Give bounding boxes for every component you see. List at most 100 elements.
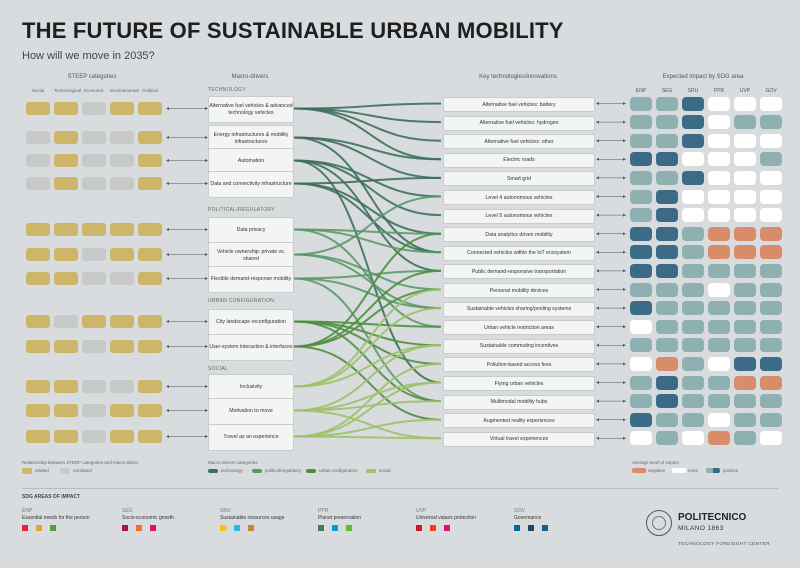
- sdg-area-name: Governance: [514, 515, 542, 521]
- steep-cell: [54, 380, 78, 393]
- legend-driver-swatch: [208, 469, 218, 473]
- driver-tech-link: [293, 288, 442, 388]
- steep-cell: [110, 223, 134, 236]
- impact-cell: [734, 170, 756, 185]
- impact-header: Expected impact by SDG area: [662, 74, 744, 80]
- impact-cell: [656, 412, 678, 427]
- driver-tech-link: [293, 320, 442, 403]
- driver-tech-link: [293, 435, 442, 440]
- impact-cell: [682, 301, 704, 316]
- impact-cell: [682, 263, 704, 278]
- sdg-goal-icon: [248, 525, 254, 531]
- impact-cell: [760, 133, 782, 148]
- impact-cell: [708, 96, 730, 111]
- driver-tech-link: [293, 182, 442, 254]
- impact-cell: [682, 338, 704, 353]
- impact-cell: [708, 431, 730, 446]
- sdg-col-enp: ENP: [635, 88, 647, 94]
- technology-box: Smart grid: [443, 171, 595, 187]
- driver-box: Inclusivity: [208, 374, 294, 401]
- steep-cell: [110, 177, 134, 190]
- steep-cell: [26, 380, 50, 393]
- impact-cell: [630, 412, 652, 427]
- impact-cell: [682, 208, 704, 223]
- sdg-area-code: UVP: [416, 508, 427, 514]
- sdg-goal-icon: [50, 525, 56, 531]
- steep-cell: [82, 380, 106, 393]
- impact-cell: [760, 338, 782, 353]
- impact-cell: [708, 170, 730, 185]
- impact-cell: [630, 282, 652, 297]
- arrowhead-icon: [596, 157, 626, 161]
- impact-cell: [734, 226, 756, 241]
- impact-cell: [682, 189, 704, 204]
- driver-tech-link: [293, 136, 442, 254]
- steep-cell: [138, 102, 162, 115]
- impact-cell: [682, 375, 704, 390]
- steep-cell: [26, 223, 50, 236]
- impact-cell: [656, 96, 678, 111]
- arrowhead-icon: [596, 381, 626, 384]
- politecnico-logo-icon: [646, 510, 672, 536]
- legend-negative-label: negative: [648, 468, 666, 473]
- sdg-goal-icon: [22, 525, 28, 531]
- steep-cell: [138, 248, 162, 261]
- impact-cell: [760, 226, 782, 241]
- sdg-goal-icon: [234, 525, 240, 531]
- arrowhead-icon: [596, 139, 626, 143]
- sdg-area-code: SEG: [122, 508, 133, 514]
- impact-cell: [760, 282, 782, 297]
- driver-tech-link: [293, 253, 442, 291]
- impact-cell: [682, 282, 704, 297]
- impact-cell: [630, 208, 652, 223]
- driver-tech-link: [293, 409, 442, 440]
- driver-tech-link: [293, 107, 442, 161]
- steep-cell: [110, 272, 134, 285]
- steep-cell: [138, 131, 162, 144]
- steep-cell: [82, 177, 106, 190]
- technology-box: Connected vehicles within the IoT ecosys…: [443, 245, 595, 261]
- sdg-goal-icon: [542, 525, 548, 531]
- legend-related-label: related: [35, 468, 49, 473]
- sdg-area-name: Universal values protection: [416, 515, 477, 521]
- sdg-col-ppr: PPR: [713, 88, 725, 94]
- impact-cell: [682, 412, 704, 427]
- legend-driver-swatch: [306, 469, 316, 473]
- steep-col-economic: Economic: [84, 88, 104, 93]
- technology-box: Public demand-responsive transportation: [443, 264, 595, 280]
- impact-cell: [760, 356, 782, 371]
- sdg-goal-icon: [444, 525, 450, 531]
- legend-drivers-title: Macro-drivers categories: [208, 460, 258, 465]
- driver-tech-link: [293, 228, 442, 328]
- arrowhead-icon: [596, 436, 626, 440]
- legend-none-label: none: [688, 468, 699, 473]
- driver-box: User-system interaction & interfaces: [208, 334, 294, 361]
- driver-tech-link: [293, 159, 442, 217]
- impact-cell: [656, 263, 678, 278]
- driver-box: City landscape reconfiguration: [208, 309, 294, 336]
- arrowhead-icon: [596, 325, 626, 329]
- steep-cell: [54, 315, 78, 328]
- driver-box: Travel as an experience: [208, 424, 294, 451]
- impact-cell: [760, 115, 782, 130]
- impact-cell: [760, 208, 782, 223]
- steep-cell: [82, 430, 106, 443]
- steep-cell: [138, 340, 162, 353]
- impact-cell: [656, 319, 678, 334]
- impact-cell: [656, 226, 678, 241]
- impact-cell: [656, 133, 678, 148]
- impact-cell: [630, 115, 652, 130]
- impact-cell: [734, 282, 756, 297]
- steep-cell: [26, 272, 50, 285]
- technology-box: Multimodal mobility hubs: [443, 394, 595, 410]
- sdg-col-uvp: UVP: [739, 88, 751, 94]
- impact-cell: [656, 152, 678, 167]
- steep-cell: [26, 430, 50, 443]
- impact-cell: [708, 208, 730, 223]
- arrowhead-icon: [596, 102, 626, 105]
- impact-cell: [656, 394, 678, 409]
- steep-cell: [110, 131, 134, 144]
- steep-col-social: Social: [31, 88, 45, 93]
- impact-cell: [682, 96, 704, 111]
- impact-cell: [630, 96, 652, 111]
